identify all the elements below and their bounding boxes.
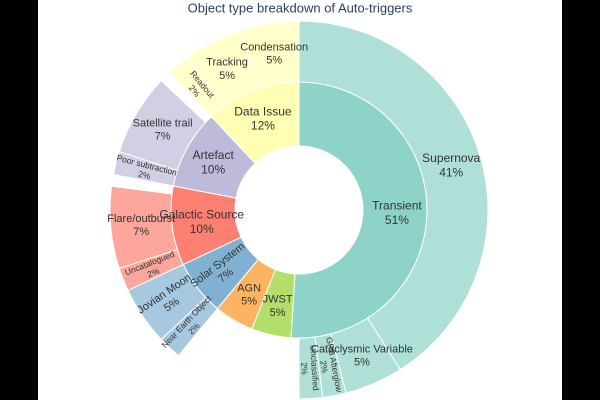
- segment-condensation[interactable]: [239, 20, 300, 89]
- label-data-issue: Data Issue 12%: [234, 104, 292, 132]
- segment-flare-outburst[interactable]: [109, 185, 178, 270]
- label-satellite-trail: Satellite trail 7%: [133, 117, 193, 142]
- left-frame-bar: [0, 0, 38, 400]
- chart-title: Object type breakdown of Auto-triggers: [188, 0, 413, 15]
- label-flare-outburst: Flare/outburst 7%: [107, 213, 175, 238]
- label-galactic-source: Galactic Source 10%: [159, 208, 244, 236]
- segment-satellite-trail[interactable]: [118, 79, 207, 172]
- right-frame-bar: [562, 0, 600, 400]
- label-tracking: Tracking 5%: [206, 57, 248, 82]
- label-cataclysmic-variable: Cataclysmic Variable 5%: [311, 343, 413, 368]
- label-transient: Transient 51%: [372, 199, 422, 227]
- label-unclassified: Unclassified2%: [298, 345, 321, 392]
- segment-unclassified[interactable]: [298, 336, 324, 400]
- label-condensation: Condensation 5%: [240, 41, 308, 66]
- label-agn: AGN 5%: [237, 282, 261, 307]
- label-supernova: Supernova 41%: [422, 151, 480, 179]
- sunburst-segments: [109, 20, 489, 400]
- label-jwst: JWST 5%: [263, 293, 293, 318]
- sunburst-labels: Transient 51%JWST 5%AGN 5%Solar System7%Gal…: [107, 41, 480, 394]
- label-artefact: Artefact 10%: [192, 148, 234, 176]
- segment-supernova[interactable]: [298, 20, 489, 371]
